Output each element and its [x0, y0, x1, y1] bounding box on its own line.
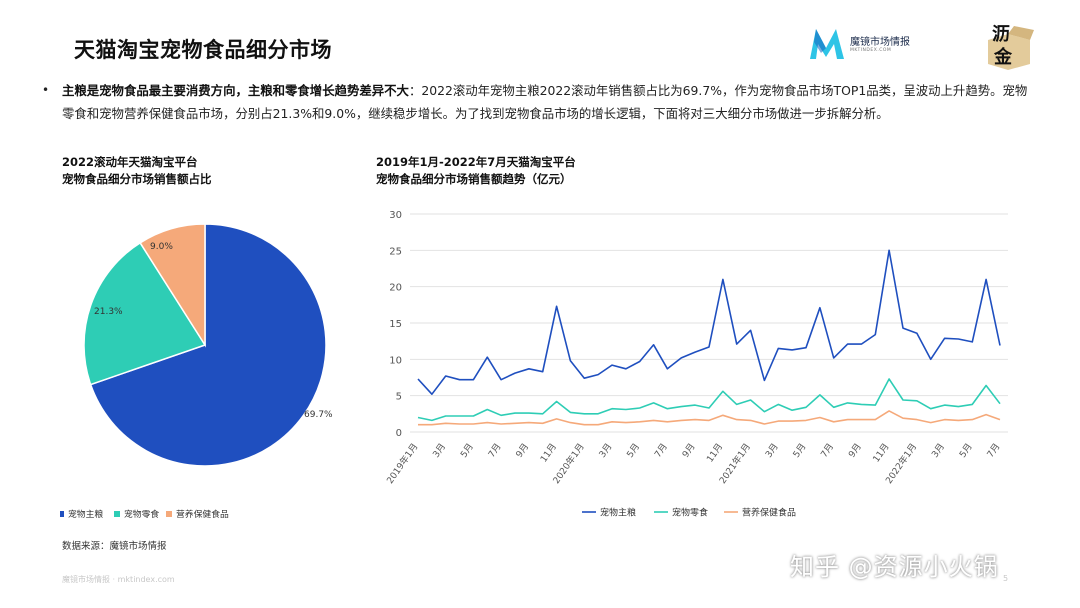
y-tick-label-15: 15	[389, 319, 402, 330]
pie-label-slice-main-food: 69.7%	[304, 410, 333, 420]
mojing-logo-mark	[810, 29, 844, 59]
pie-legend-label-slice-health: 营养保健食品	[176, 508, 229, 520]
x-tick-label: 9月	[514, 441, 531, 459]
line-title-line1: 2019年1月-2022年7月天猫淘宝平台	[376, 155, 576, 169]
watermark: 知乎 @资源小火锅	[790, 553, 999, 581]
legend-label-main-food: 宠物主粮	[600, 507, 636, 519]
pie-title-line1: 2022滚动年天猫淘宝平台	[62, 155, 198, 169]
pie-legend-label-slice-main-food: 宠物主粮	[68, 508, 103, 520]
x-tick-label: 2019年1月	[384, 441, 421, 486]
y-tick-label-20: 20	[389, 283, 402, 294]
y-tick-label-25: 25	[389, 246, 402, 257]
y-tick-label-5: 5	[396, 392, 402, 403]
y-tick-label-30: 30	[389, 210, 402, 221]
series-line-health	[418, 410, 1001, 426]
x-tick-label: 11月	[871, 441, 892, 464]
x-tick-label: 3月	[763, 441, 780, 459]
pie-legend-swatch-slice-health	[166, 511, 172, 517]
x-tick-label: 3月	[597, 441, 614, 459]
pie-title-line2: 宠物食品细分市场销售额占比	[62, 172, 212, 186]
pie-legend-swatch-slice-snack	[114, 511, 120, 517]
mojing-logo-url: MKTINDEX.COM	[850, 48, 892, 53]
x-tick-label: 7月	[985, 441, 1002, 459]
x-tick-label: 11月	[705, 441, 726, 464]
x-tick-label: 5月	[458, 441, 475, 459]
lijin-logo-char1: 沥	[992, 24, 1010, 45]
pie-legend-swatch-slice-main-food	[60, 511, 64, 517]
x-tick-label: 11月	[538, 441, 559, 464]
line-title-line2: 宠物食品细分市场销售额趋势（亿元）	[376, 172, 572, 186]
footer-text: 魔镜市场情报 · mktindex.com	[62, 575, 175, 584]
pie-legend-label-slice-snack: 宠物零食	[124, 508, 159, 520]
pie-slice-health	[139, 223, 206, 348]
x-tick-label: 9月	[680, 441, 697, 459]
y-tick-label-0: 0	[396, 428, 402, 439]
x-tick-label: 9月	[846, 441, 863, 459]
summary-text: ：2022滚动年宠物主粮2022滚动年销售额占比为69.7%，作为宠物食品市场T…	[62, 83, 1028, 121]
x-tick-label: 5月	[791, 441, 808, 459]
legend-label-health: 营养保健食品	[742, 507, 796, 519]
pie-chart-title: 2022滚动年天猫淘宝平台 宠物食品细分市场销售额占比	[62, 154, 212, 188]
lijin-logo: 沥 金	[978, 18, 1038, 72]
mojing-logo: 魔镜市场情报 MKTINDEX.COM	[808, 26, 928, 66]
pie-chart: 69.7% 21.3% 9.0% 宠物主粮 宠物零食 营养保健食品	[60, 223, 333, 520]
page-title: 天猫淘宝宠物食品细分市场	[74, 38, 332, 62]
pie-slice-main-food	[89, 223, 327, 467]
series-line-main-food	[417, 249, 1001, 395]
x-tick-label: 5月	[957, 441, 974, 459]
summary-bold: 主粮是宠物食品最主要消费方向，主粮和零食增长趋势差异不大	[62, 83, 409, 98]
pie-label-slice-health: 9.0%	[150, 242, 173, 252]
x-tick-label: 7月	[819, 441, 836, 459]
line-chart-title: 2019年1月-2022年7月天猫淘宝平台 宠物食品细分市场销售额趋势（亿元）	[376, 154, 576, 188]
data-source: 数据来源：魔镜市场情报	[62, 541, 167, 552]
pie-slice-snack	[83, 241, 207, 386]
series-line-snack	[417, 378, 1001, 422]
lijin-box-icon	[988, 26, 1034, 70]
lijin-logo-char2: 金	[994, 47, 1012, 68]
legend-label-snack: 宠物零食	[672, 507, 708, 519]
pie-label-slice-snack: 21.3%	[94, 307, 123, 317]
x-tick-label: 7月	[652, 441, 669, 459]
x-tick-label: 3月	[930, 441, 947, 459]
page-number: 5	[1003, 574, 1009, 583]
x-tick-label: 5月	[625, 441, 642, 459]
summary-paragraph: 主粮是宠物食品最主要消费方向，主粮和零食增长趋势差异不大：2022滚动年宠物主粮…	[62, 80, 1034, 125]
x-tick-label: 7月	[486, 441, 503, 459]
bullet-marker: •	[42, 83, 50, 97]
x-tick-label: 3月	[431, 441, 448, 459]
y-tick-label-10: 10	[389, 355, 402, 366]
mojing-logo-name: 魔镜市场情报	[850, 37, 910, 48]
